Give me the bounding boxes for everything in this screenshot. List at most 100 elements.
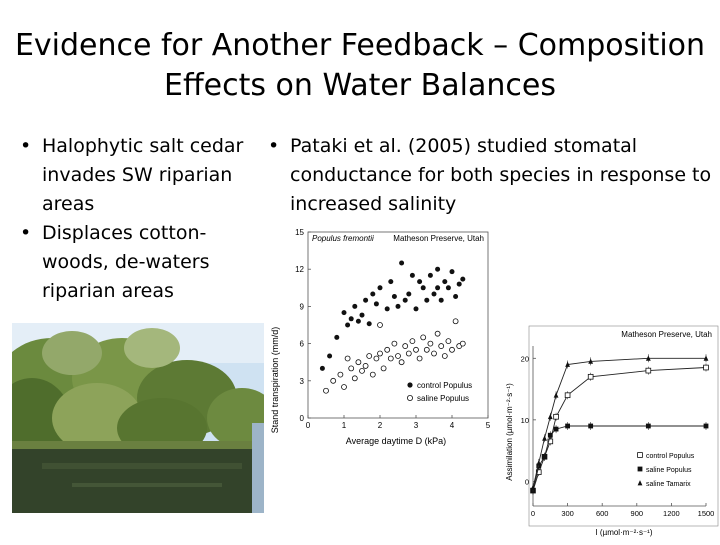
chart1-point-control xyxy=(334,334,340,340)
chart1-point-saline xyxy=(344,355,351,362)
chart1-point-control xyxy=(424,297,430,303)
transpiration-chart: Stand transpiration (mm/d) Populus fremo… xyxy=(264,222,500,455)
chart1-point-saline xyxy=(351,375,358,382)
chart1-point-saline xyxy=(459,340,466,347)
chart2-point-0 xyxy=(703,364,709,371)
chart2-legend-marker xyxy=(637,480,643,486)
chart1-point-saline xyxy=(441,353,448,359)
chart1-legend-marker xyxy=(406,394,413,401)
chart1-point-saline xyxy=(377,350,383,357)
chart1-ytick-label: 9 xyxy=(300,302,305,311)
chart1-ylabel: Stand transpiration (mm/d) xyxy=(270,327,280,434)
chart1-point-saline xyxy=(355,359,362,366)
chart1-point-control xyxy=(373,301,379,307)
chart1-point-saline xyxy=(348,365,355,372)
chart1-point-control xyxy=(431,291,437,297)
left-bullet-list: Halophytic salt cedar invades SW riparia… xyxy=(16,132,266,306)
chart2-xtick-label: 600 xyxy=(596,509,609,518)
chart1-point-control xyxy=(352,303,358,309)
chart1-site: Matheson Preserve, Utah xyxy=(393,234,484,243)
chart2-point-2 xyxy=(645,355,651,361)
chart2-point-1 xyxy=(542,454,547,460)
chart1-point-saline xyxy=(427,340,434,347)
chart1-point-control xyxy=(377,285,383,291)
chart1-point-control xyxy=(319,365,325,371)
chart1-point-saline xyxy=(405,350,412,357)
chart1-point-control xyxy=(417,279,423,285)
chart2-ytick-label: 0 xyxy=(525,477,529,486)
chart1-point-saline xyxy=(395,353,401,359)
chart1-point-control xyxy=(460,276,466,282)
chart1-point-saline xyxy=(445,338,452,345)
chart1-ytick-label: 6 xyxy=(300,340,305,349)
transpiration-chart-svg: Stand transpiration (mm/d) Populus fremo… xyxy=(270,228,491,446)
chart2-point-2 xyxy=(565,361,570,367)
chart1-point-control xyxy=(406,291,412,297)
chart1-inset-label: Populus fremontii xyxy=(312,234,374,243)
chart2-point-2 xyxy=(536,460,542,466)
chart2-xtick-label: 0 xyxy=(531,509,535,518)
chart1-frame xyxy=(307,231,489,419)
chart1-point-saline xyxy=(369,371,376,378)
chart1-ytick-label: 3 xyxy=(300,377,305,386)
bullet-salt-cedar: Halophytic salt cedar invades SW riparia… xyxy=(16,132,266,219)
chart1-point-control xyxy=(388,279,394,285)
chart1-legend-marker xyxy=(407,382,413,388)
chart2-point-1 xyxy=(547,432,553,438)
chart2-point-2 xyxy=(530,484,536,490)
bullet-displaces: Displaces cotton-woods, de-waters ripari… xyxy=(16,219,266,306)
chart2-legend-marker xyxy=(637,466,643,472)
chart1-xtick-label: 0 xyxy=(306,421,311,430)
chart1-xtick-label: 1 xyxy=(342,421,347,430)
chart2-ytick-label: 20 xyxy=(521,354,529,363)
chart1-ytick-label: 12 xyxy=(295,265,304,274)
chart1-point-saline xyxy=(413,346,419,353)
chart1-point-control xyxy=(420,285,426,291)
chart2-point-0 xyxy=(564,392,571,399)
chart2-xtick-label: 300 xyxy=(561,509,574,518)
chart1-point-saline xyxy=(323,387,329,394)
chart2-point-1 xyxy=(588,423,594,429)
chart2-point-2 xyxy=(703,355,709,361)
chart2-point-2 xyxy=(547,413,553,420)
chart1-point-control xyxy=(363,297,369,303)
chart1-legend-label: control Populus xyxy=(417,381,472,390)
chart1-point-control xyxy=(345,322,351,328)
chart1-point-control xyxy=(355,318,361,324)
chart1-point-control xyxy=(413,306,419,312)
chart1-point-saline xyxy=(366,353,373,359)
title-line-2: Effects on Water Balances xyxy=(164,68,556,103)
chart1-point-saline xyxy=(362,363,369,369)
chart2-xtick-label: 900 xyxy=(631,509,644,518)
chart1-point-control xyxy=(391,293,397,299)
chart1-point-saline xyxy=(449,346,455,353)
chart2-xtick-label: 1200 xyxy=(663,509,680,518)
chart1-point-control xyxy=(370,291,376,297)
chart1-point-control xyxy=(359,312,365,318)
chart2-point-1 xyxy=(703,423,709,429)
chart1-point-saline xyxy=(402,343,409,349)
chart1-point-saline xyxy=(387,355,394,362)
chart1-xtick-label: 5 xyxy=(486,421,491,430)
chart1-point-saline xyxy=(431,350,437,357)
chart2-point-0 xyxy=(645,367,652,374)
chart2-point-2 xyxy=(588,358,594,364)
chart2-point-0 xyxy=(587,373,594,380)
chart1-point-saline xyxy=(341,384,347,390)
chart1-point-saline xyxy=(434,330,441,337)
chart2-ytick-label: 10 xyxy=(521,416,529,425)
right-bullet-list: Pataki et al. (2005) studied stomatal co… xyxy=(264,132,714,219)
title-line-1: Evidence for Another Feedback – Composit… xyxy=(14,28,706,63)
riparian-photo xyxy=(12,323,264,513)
chart1-point-control xyxy=(384,306,390,312)
chart1-ytick-label: 0 xyxy=(300,414,305,423)
chart1-point-saline xyxy=(423,346,430,353)
riparian-photo-icon xyxy=(12,323,264,513)
chart2-point-1 xyxy=(645,423,651,429)
bullet-pataki: Pataki et al. (2005) studied stomatal co… xyxy=(264,132,714,219)
chart1-legend-label: saline Populus xyxy=(417,394,469,403)
chart1-point-saline xyxy=(452,318,459,325)
chart2-legend-label: saline Tamarix xyxy=(646,481,691,488)
chart1-point-control xyxy=(445,285,451,291)
chart1-point-control xyxy=(442,279,448,285)
